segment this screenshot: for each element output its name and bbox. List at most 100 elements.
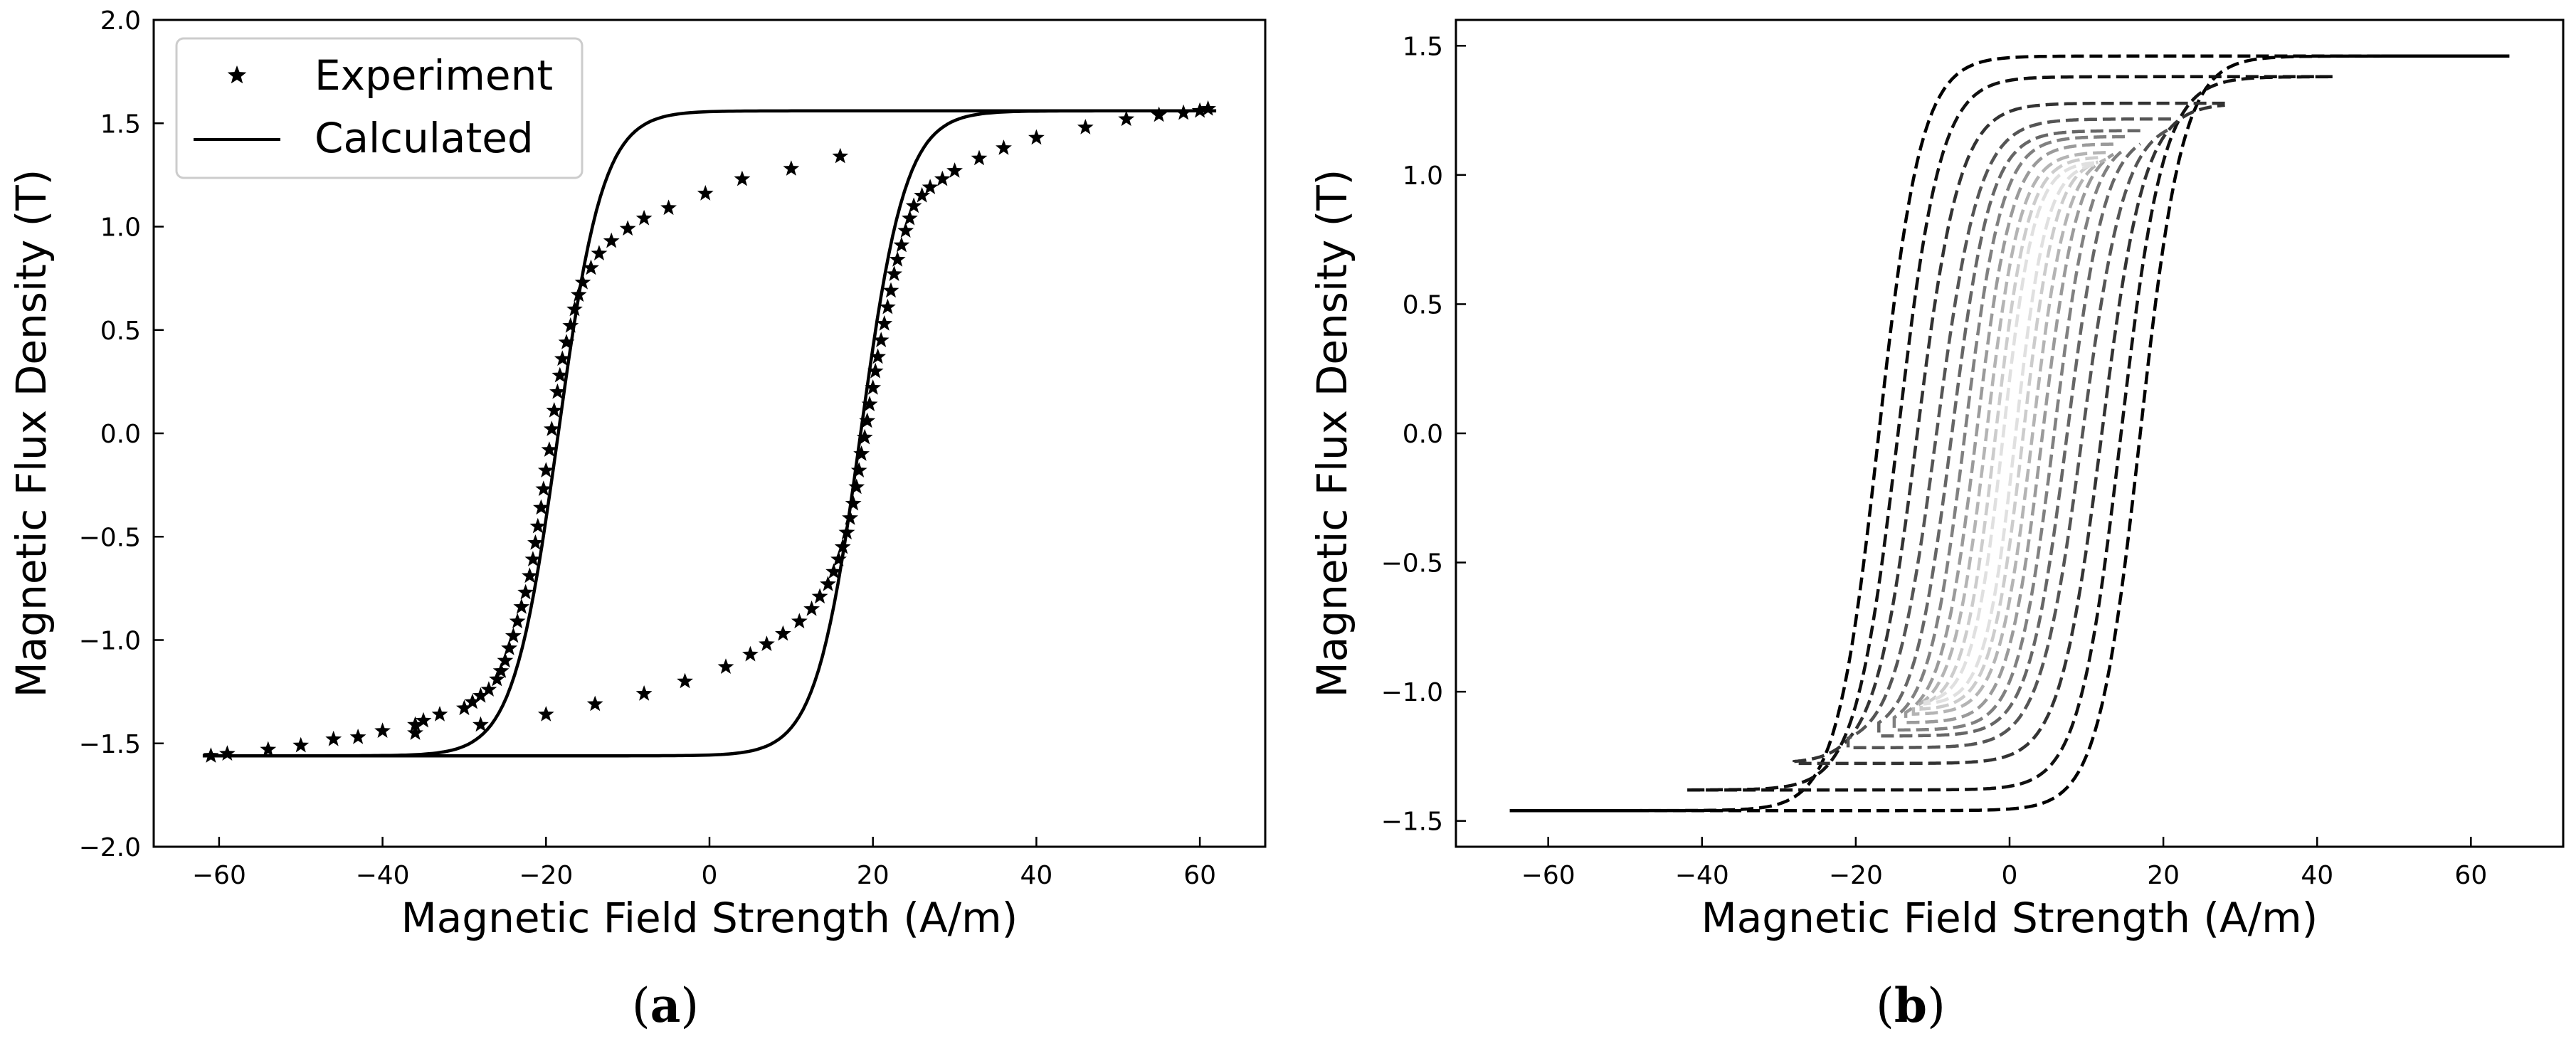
panel-b-series-loop-8 xyxy=(1911,151,2106,716)
panel-b-series-loop-5 xyxy=(1877,129,2142,738)
panel-a-experiment-point xyxy=(832,147,849,164)
panel-b-y-tick-label: −0.5 xyxy=(1381,549,1443,578)
panel-b-series-loop-4 xyxy=(1846,117,2172,750)
panel-a-experiment-point xyxy=(566,300,583,317)
panel-a-experiment-point xyxy=(867,362,884,379)
panel-a-experiment-point xyxy=(554,350,571,366)
panel-a-x-tick-label: 40 xyxy=(1020,861,1053,890)
panel-a-experiment-point xyxy=(889,251,906,267)
panel-a-experiment-point xyxy=(292,736,310,753)
panel-a-experiment-point xyxy=(603,232,620,248)
panel-a-experiment-point xyxy=(996,139,1012,155)
panel-a-experiment-point xyxy=(489,670,505,687)
panel-a-legend: Experiment Calculated xyxy=(175,37,584,179)
panel-a-experiment-point xyxy=(783,160,800,176)
panel-a-experiment-point xyxy=(902,209,918,226)
panel-a-experiment-point xyxy=(527,534,544,550)
panel-a-y-tick-label: 1.0 xyxy=(100,213,141,243)
panel-a-experiment-point xyxy=(946,162,963,178)
panel-a-experiment-point xyxy=(717,658,734,674)
panel-a-experiment-point xyxy=(759,635,775,651)
panel-a-experiment-point xyxy=(562,317,579,333)
panel-b-y-tick-label: −1.0 xyxy=(1381,678,1443,707)
panel-a-experiment-point xyxy=(374,722,391,738)
panel-a-experiment-point xyxy=(480,681,497,697)
legend-label-experiment: Experiment xyxy=(315,51,553,100)
panel-a-experiment-point xyxy=(543,421,560,436)
panel-a-experiment-point xyxy=(1118,110,1135,127)
panel-a-experiment-point xyxy=(473,716,489,732)
panel-a-experiment-point xyxy=(880,298,896,315)
panel-a-y-tick-label: −2.0 xyxy=(79,833,141,862)
panel-a-x-tick-label: −60 xyxy=(192,861,246,890)
panel-a-experiment-point xyxy=(219,745,236,761)
panel-a-experiment-point xyxy=(897,222,914,238)
panel-a-experiment-point xyxy=(1151,106,1168,122)
panel-a-x-tick-label: 0 xyxy=(702,861,718,890)
panel-b-y-tick-label: 0.5 xyxy=(1403,290,1443,319)
panel-a-experiment-point xyxy=(677,672,693,689)
panel-a-y-tick-label: 1.5 xyxy=(100,110,141,139)
panel-a-experiment-point xyxy=(529,517,547,534)
panel-b-series-loop-2 xyxy=(1684,75,2333,792)
panel-a-experiment-point xyxy=(535,480,552,497)
panel-a-y-tick-label: −1.0 xyxy=(79,627,141,656)
panel-a-experiment-point xyxy=(905,197,922,213)
panel-b-caption: (b) xyxy=(1876,978,1946,1033)
panel-a-experiment-point xyxy=(876,315,893,331)
panel-a-experiment-point xyxy=(407,724,423,740)
panel-b-x-tick-label: −60 xyxy=(1521,861,1575,890)
panel-a-y-tick-label: 0.0 xyxy=(100,420,141,449)
panel-a-experiment-point xyxy=(853,445,870,461)
panel-b-series xyxy=(1509,54,2510,813)
panel-a-experiment-point xyxy=(834,538,851,554)
panel-a-experiment-point xyxy=(922,179,939,194)
panel-a-experiment-point xyxy=(825,563,842,579)
panel-b-series-loop-6 xyxy=(1892,134,2126,732)
panel-b-ticks: −60 −40 −20 0 20 40 60 −1.5 −1.0 −0.5 0.0 0.5 1.0 1.5 xyxy=(1381,32,2488,890)
panel-a-x-axis-label: Magnetic Field Strength (A/m) xyxy=(401,894,1018,942)
panel-a-experiment-point xyxy=(1028,129,1045,145)
panel-a-experiment-point xyxy=(619,220,636,236)
panel-a-experiment-point xyxy=(325,730,342,746)
panel-a-experiment-point xyxy=(861,396,878,411)
panel-b-series-loop-3 xyxy=(1793,101,2225,766)
panel-a-axes-frame xyxy=(152,19,1267,848)
panel-a-experiment-point xyxy=(845,495,862,511)
panel-a-experiment-point xyxy=(1200,100,1216,116)
panel-a-experiment-point xyxy=(537,462,554,477)
panel-a-experiment-point xyxy=(886,265,902,281)
panel-a-experiment-point xyxy=(893,236,910,253)
panel-a-y-tick-label: −1.5 xyxy=(79,730,141,759)
panel-a-y-tick-label: −0.5 xyxy=(79,523,141,552)
panel-a-experiment-point xyxy=(870,348,886,364)
panel-b-x-axis-label: Magnetic Field Strength (A/m) xyxy=(1701,894,2318,942)
panel-a-experiment-point xyxy=(349,729,366,744)
panel-b-series-loop-9 xyxy=(1919,156,2099,711)
panel-a-experiment-point xyxy=(838,524,855,540)
panel-b-x-tick-label: −20 xyxy=(1829,861,1883,890)
panel-a-experiment-point xyxy=(464,693,481,709)
panel-a-experiment-point xyxy=(203,747,219,763)
panel-a-experiment-point xyxy=(830,551,847,566)
panel-a-experiment-point xyxy=(803,600,820,616)
panel-a-experiment-point xyxy=(734,170,751,186)
panel-a-experiment-point xyxy=(549,383,566,399)
panel-a-experiment-point xyxy=(1191,102,1208,118)
panel-a-experiment-point xyxy=(260,741,277,757)
panel-a-experiment-point xyxy=(541,441,558,457)
panel-a-experiment-point xyxy=(521,567,538,583)
panel-a-experiment-point xyxy=(501,640,517,655)
panel-a-experiment-point xyxy=(509,613,526,629)
panel-a-experiment-point xyxy=(934,170,951,186)
panel-a-experiment-point xyxy=(524,551,542,566)
panel-b-x-tick-label: 0 xyxy=(2002,861,2018,890)
panel-a-experiment-point xyxy=(791,613,808,629)
panel-a-experiment-point xyxy=(1077,119,1094,134)
panel-a-y-tick-label: 2.0 xyxy=(100,6,141,36)
panel-a-experiment-point xyxy=(517,583,534,600)
panel-a-experiment-point xyxy=(820,576,836,591)
panel-b-series-loop-1 xyxy=(1509,54,2510,813)
panel-a-experiment-point xyxy=(697,185,714,201)
panel-a-experiment-point xyxy=(971,149,988,166)
